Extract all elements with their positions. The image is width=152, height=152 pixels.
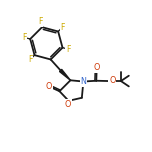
Text: F: F [28, 55, 33, 64]
Polygon shape [59, 69, 70, 80]
Text: O: O [46, 82, 52, 91]
Text: N: N [80, 77, 86, 86]
Text: F: F [38, 17, 43, 26]
Text: F: F [66, 45, 70, 54]
Text: O: O [109, 76, 115, 85]
Text: F: F [60, 23, 64, 32]
Text: F: F [22, 33, 27, 42]
Text: O: O [65, 100, 71, 109]
Text: O: O [94, 63, 100, 72]
